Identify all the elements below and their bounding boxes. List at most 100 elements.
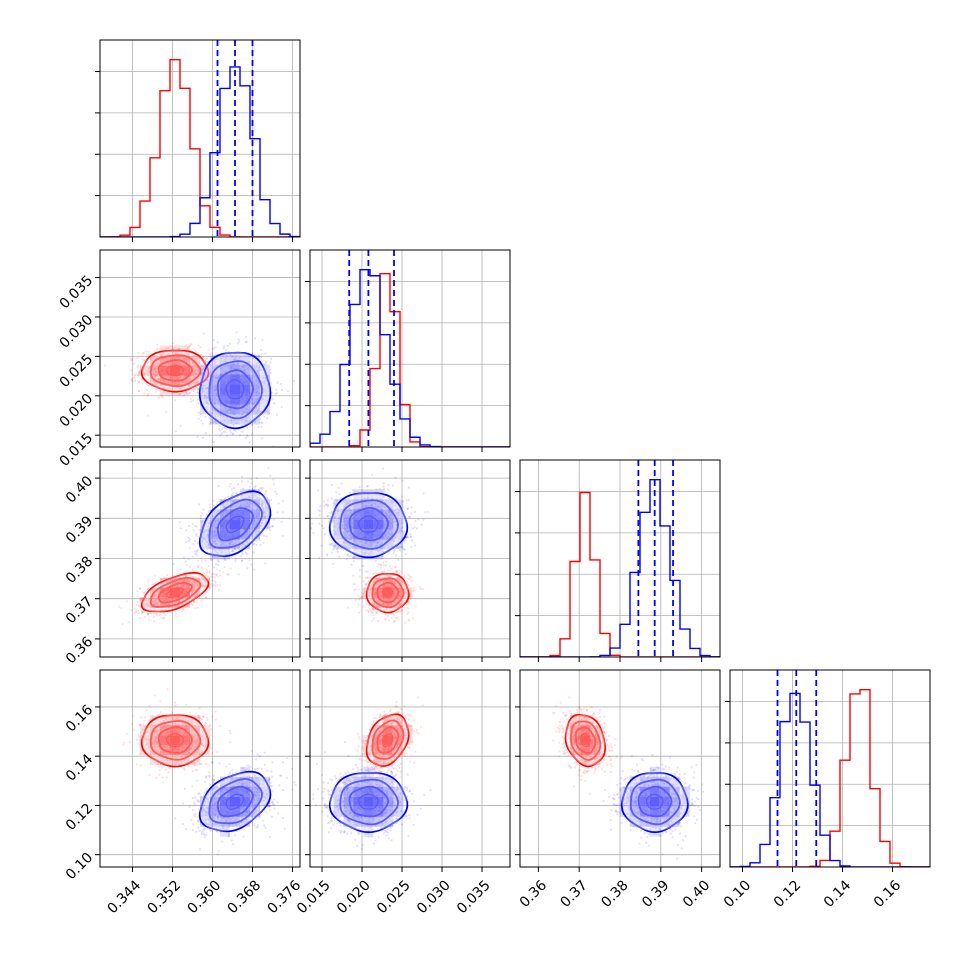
sample-point	[143, 605, 146, 608]
sample-point	[147, 598, 150, 602]
density-cell	[190, 365, 200, 376]
sample-point	[232, 491, 235, 494]
sample-point	[388, 515, 391, 518]
sample-point	[385, 560, 388, 563]
sample-point	[194, 370, 197, 373]
sample-point	[262, 388, 265, 391]
sample-point	[184, 570, 187, 573]
sample-point	[208, 577, 211, 581]
sample-point	[255, 516, 258, 519]
sample-point	[138, 598, 141, 602]
sample-point	[234, 549, 237, 552]
sample-point	[263, 515, 266, 518]
sample-point	[208, 522, 211, 525]
sample-point	[251, 375, 254, 378]
sample-point	[219, 366, 222, 369]
sample-point	[206, 357, 209, 360]
sample-point	[138, 371, 141, 374]
sample-point	[368, 593, 371, 597]
sample-point	[267, 412, 270, 415]
sample-point	[201, 372, 204, 375]
sample-point	[129, 358, 132, 362]
sample-point	[150, 358, 153, 361]
sample-point	[279, 383, 282, 386]
sample-point	[274, 392, 277, 396]
sample-point	[137, 372, 141, 375]
sample-point	[194, 373, 197, 376]
sample-point	[243, 368, 246, 371]
sample-point	[139, 587, 142, 590]
sample-point	[198, 529, 201, 532]
sample-point	[379, 602, 382, 605]
sample-point	[203, 381, 206, 384]
sample-point	[154, 374, 157, 377]
sample-point	[211, 376, 214, 379]
sample-point	[187, 353, 190, 356]
sample-point	[218, 540, 221, 543]
sample-point	[223, 418, 226, 422]
sample-point	[149, 377, 152, 380]
sample-point	[224, 559, 227, 562]
sample-point	[214, 581, 217, 584]
sample-point	[184, 358, 187, 361]
sample-point	[210, 363, 213, 366]
sample-point	[196, 391, 199, 394]
sample-point	[276, 381, 279, 384]
sample-point	[157, 589, 160, 592]
sample-point	[200, 419, 203, 422]
sample-point	[369, 589, 372, 592]
sample-point	[152, 368, 155, 371]
sample-point	[361, 596, 364, 599]
sample-point	[364, 590, 367, 593]
sample-point	[238, 357, 241, 360]
sample-point	[216, 537, 219, 540]
sample-point	[121, 622, 124, 626]
sample-point	[246, 552, 249, 556]
sample-point	[154, 593, 157, 597]
sample-point	[394, 607, 397, 610]
sample-point	[394, 581, 397, 584]
sample-point	[145, 365, 148, 368]
sample-point	[155, 374, 158, 377]
sample-point	[370, 612, 374, 615]
sample-point	[192, 588, 195, 591]
sample-point	[234, 505, 237, 508]
density-cell	[210, 529, 220, 540]
sample-point	[237, 539, 240, 542]
density-cell	[220, 374, 230, 385]
sample-point	[216, 584, 219, 587]
sample-point	[246, 501, 249, 504]
sample-point	[196, 553, 199, 557]
sample-point	[255, 398, 258, 401]
sample-point	[154, 350, 157, 353]
sample-point	[238, 505, 241, 508]
sample-point	[255, 365, 258, 368]
density-cell	[180, 375, 190, 386]
sample-point	[265, 519, 268, 522]
sample-point	[212, 499, 215, 502]
sample-point	[157, 362, 160, 365]
sample-point	[156, 378, 160, 381]
sample-point	[213, 555, 216, 558]
sample-point	[405, 604, 408, 607]
sample-point	[271, 524, 274, 528]
sample-point	[193, 583, 196, 586]
sample-point	[252, 523, 255, 526]
panel-frame	[99, 249, 301, 448]
sample-point	[258, 385, 261, 389]
sample-point	[345, 557, 348, 561]
sample-point	[210, 583, 213, 586]
sample-point	[233, 487, 236, 490]
sample-point	[240, 540, 243, 543]
sample-point	[232, 428, 235, 431]
sample-point	[265, 508, 268, 511]
contour-level-2	[208, 360, 263, 420]
sample-point	[151, 583, 154, 586]
sample-point	[197, 387, 200, 390]
sample-point	[196, 606, 199, 609]
density-cell	[240, 404, 250, 415]
density-cell	[220, 354, 230, 365]
sample-point	[382, 482, 385, 485]
density-cell	[210, 374, 220, 385]
sample-point	[195, 587, 198, 590]
